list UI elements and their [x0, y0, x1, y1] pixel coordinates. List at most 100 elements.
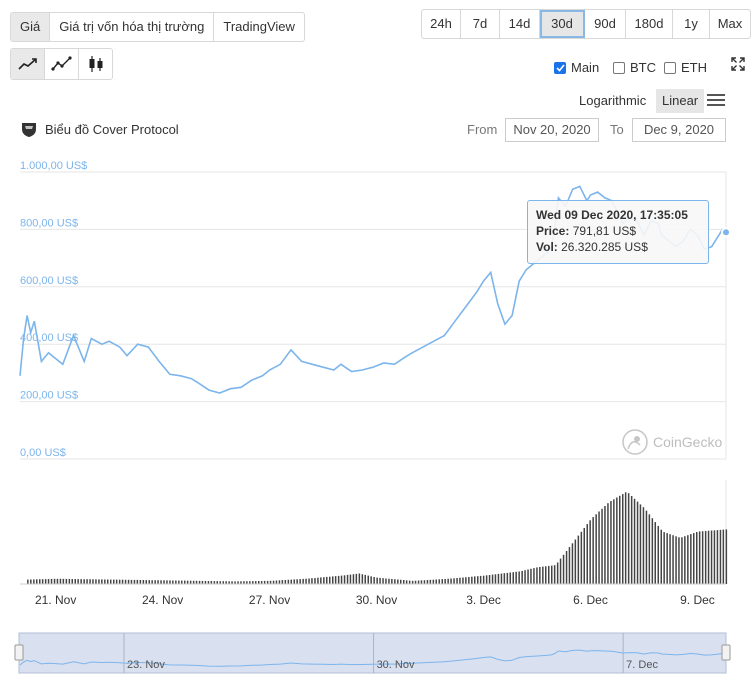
volume-bar: [636, 501, 639, 584]
volume-bar: [548, 565, 550, 584]
volume-bar: [616, 497, 618, 584]
volume-bar: [536, 567, 538, 584]
tab-tradingview[interactable]: TradingView: [223, 19, 295, 34]
volume-bar: [204, 580, 207, 584]
volume-bar: [50, 578, 53, 584]
volume-bar: [506, 572, 509, 584]
range-180d[interactable]: 180d: [626, 10, 673, 38]
volume-bar: [400, 579, 402, 584]
scatter-chart-button[interactable]: [45, 49, 79, 79]
menu-button[interactable]: [707, 93, 725, 112]
volume-bar: [278, 580, 281, 584]
volume-bar: [189, 580, 192, 584]
volume-bar: [370, 576, 372, 584]
navigator-handle-right[interactable]: [721, 644, 731, 661]
tab-price[interactable]: Giá: [11, 13, 51, 41]
volume-bar: [172, 580, 174, 584]
volume-bar: [651, 518, 654, 584]
x-tick-label: 21. Nov: [35, 593, 76, 607]
range-30d[interactable]: 30d: [540, 10, 585, 38]
volume-bar: [429, 579, 432, 584]
to-date-input[interactable]: Dec 9, 2020: [632, 118, 726, 142]
volume-bar: [619, 495, 621, 584]
candlestick-chart-button[interactable]: [79, 49, 112, 79]
tooltip-vol: 26.320.285 US$: [561, 240, 648, 254]
volume-bar: [293, 579, 295, 584]
volume-bar: [388, 578, 390, 584]
volume-bar: [403, 580, 405, 584]
volume-bar: [542, 566, 544, 584]
volume-bar: [364, 574, 366, 584]
from-date-input[interactable]: Nov 20, 2020: [505, 118, 599, 142]
volume-bar: [512, 572, 514, 584]
checkbox-checked-icon[interactable]: [554, 61, 566, 74]
volume-bar: [343, 575, 346, 584]
volume-bar: [186, 580, 189, 584]
volume-bar: [314, 578, 316, 584]
volume-bar: [272, 580, 275, 584]
range-7d[interactable]: 7d: [461, 10, 500, 38]
x-tick-label: 9. Dec: [680, 593, 715, 607]
volume-bar: [426, 580, 429, 584]
volume-bar: [681, 537, 683, 584]
x-tick-label: 6. Dec: [573, 593, 608, 607]
volume-bar: [222, 581, 224, 584]
volume-bar: [462, 577, 464, 584]
volume-bar: [574, 539, 577, 584]
range-1y[interactable]: 1y: [673, 10, 710, 38]
y-tick-label: 800,00 US$: [20, 217, 78, 229]
volume-bar: [592, 517, 594, 584]
volume-bar: [477, 576, 479, 584]
tooltip-price: 791,81 US$: [572, 224, 637, 238]
volume-bar: [660, 529, 662, 584]
tab-market-cap[interactable]: Giá trị vốn hóa thị trường: [50, 13, 215, 41]
volume-bar: [290, 579, 292, 584]
line-chart-icon: [17, 58, 37, 70]
volume-bar: [518, 571, 520, 584]
volume-bar: [669, 534, 671, 584]
volume-bar: [62, 578, 65, 584]
range-14d[interactable]: 14d: [500, 10, 540, 38]
volume-bar: [373, 577, 375, 584]
volume-bar: [340, 575, 343, 584]
volume-bar: [707, 530, 710, 584]
volume-bar: [36, 579, 38, 584]
option-btc[interactable]: BTC: [613, 60, 656, 75]
tooltip-price-label: Price:: [536, 224, 570, 238]
volume-bar: [397, 579, 399, 584]
option-eth[interactable]: ETH: [664, 60, 707, 75]
checkbox-icon[interactable]: [613, 61, 625, 74]
scale-linear[interactable]: Linear: [656, 89, 705, 113]
volume-bar: [44, 579, 47, 584]
volume-bar: [110, 579, 112, 584]
volume-bar: [690, 534, 692, 584]
volume-bar: [124, 579, 127, 584]
volume-bar: [349, 574, 352, 584]
volume-bar: [684, 536, 686, 584]
range-24h[interactable]: 24h: [422, 10, 461, 38]
volume-bar: [693, 533, 695, 584]
volume-bar: [320, 577, 322, 584]
checkbox-icon[interactable]: [664, 61, 676, 74]
volume-bar: [255, 581, 257, 584]
volume-bar: [465, 577, 467, 584]
volume-bar: [604, 506, 606, 584]
volume-bar: [337, 575, 340, 584]
volume-bar: [568, 547, 571, 584]
volume-bar: [666, 533, 668, 584]
volume-bar: [355, 573, 358, 584]
volume-bar: [559, 558, 562, 584]
volume-bar: [639, 504, 642, 584]
volume-bar: [444, 579, 446, 584]
volume-bar: [184, 580, 186, 584]
option-main[interactable]: Main: [554, 60, 599, 75]
volume-bar: [346, 574, 349, 584]
volume-bar: [453, 578, 455, 584]
navigator-handle-left[interactable]: [14, 644, 24, 661]
range-max[interactable]: Max: [717, 16, 743, 31]
fullscreen-button[interactable]: [731, 57, 745, 76]
volume-bar: [181, 580, 183, 584]
range-90d[interactable]: 90d: [585, 10, 626, 38]
scale-logarithmic[interactable]: Logarithmic: [579, 93, 647, 108]
line-chart-button[interactable]: [11, 49, 45, 79]
